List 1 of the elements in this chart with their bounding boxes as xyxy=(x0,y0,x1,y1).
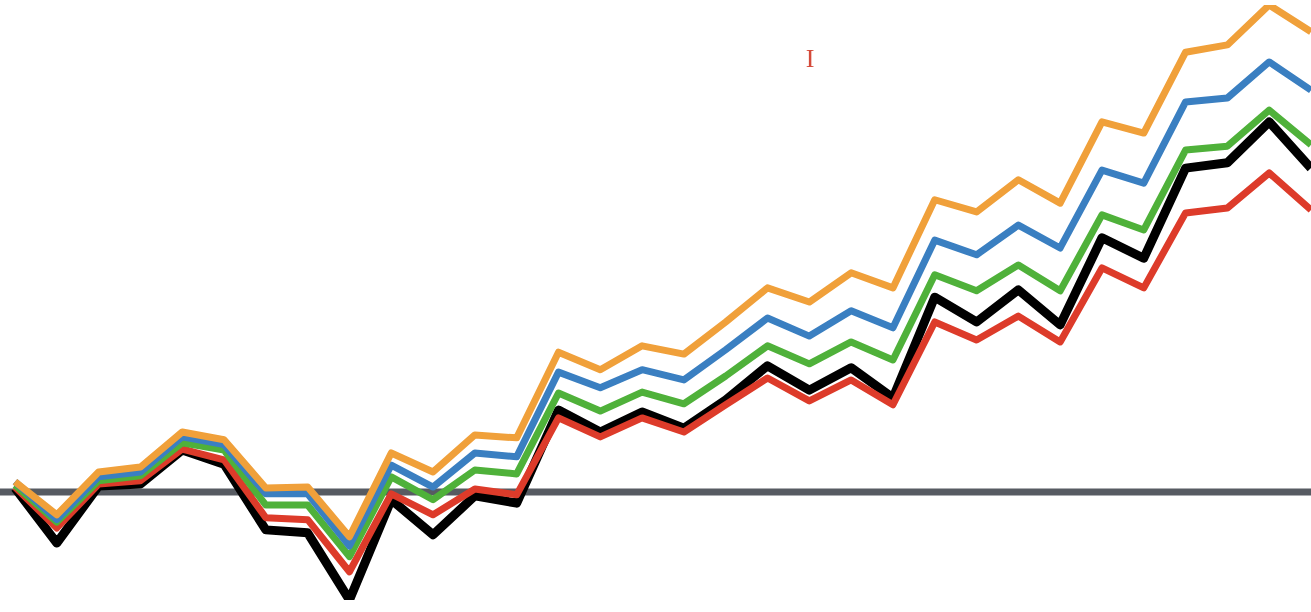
annotation: I xyxy=(805,43,815,73)
